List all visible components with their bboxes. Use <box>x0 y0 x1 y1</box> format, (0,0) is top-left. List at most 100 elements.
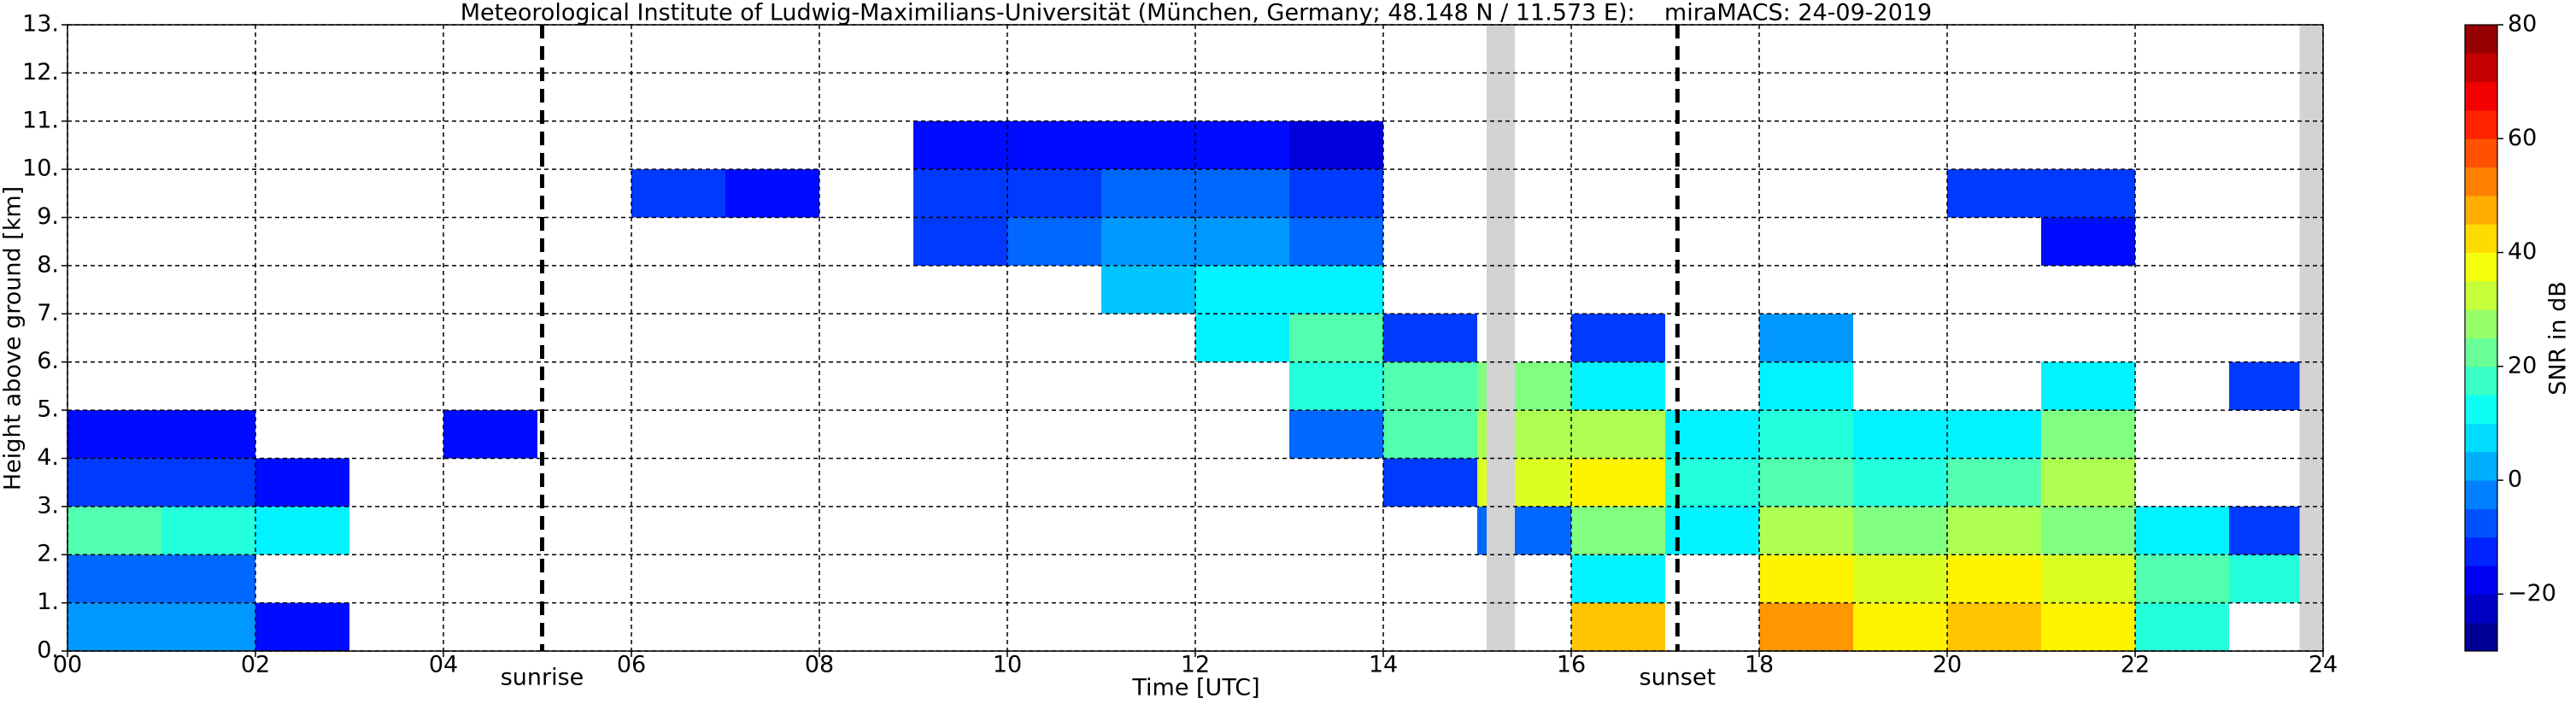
heatmap-cell <box>913 217 1007 266</box>
heatmap-cell <box>1759 506 1853 555</box>
heatmap-cell <box>1665 410 1759 459</box>
heatmap-cell <box>631 169 725 218</box>
y-tick-label: 1. <box>37 589 59 615</box>
heatmap-cell <box>255 458 349 507</box>
x-tick-label: 14 <box>1369 652 1398 678</box>
heatmap-cell <box>1289 314 1383 362</box>
heatmap-cell <box>255 506 349 555</box>
x-tick-label: 16 <box>1557 652 1586 678</box>
x-tick-label: 18 <box>1745 652 1774 678</box>
heatmap-cell <box>1289 120 1383 170</box>
heatmap-cell <box>2135 602 2229 651</box>
heatmap-cell <box>1289 265 1383 314</box>
heatmap-cell <box>913 169 1007 218</box>
heatmap-cell <box>1383 361 1477 411</box>
heatmap-cell <box>1853 602 1947 651</box>
colorbar-step <box>2465 252 2497 282</box>
x-tick-label: 12 <box>1181 652 1210 678</box>
heatmap-cell <box>1383 410 1477 459</box>
heatmap-cell <box>1007 120 1101 170</box>
no-data-span <box>2299 25 2323 651</box>
colorbar-tick-label: 80 <box>2508 11 2537 38</box>
colorbar-step <box>2465 566 2497 595</box>
heatmap-cell <box>1289 169 1383 218</box>
heatmap-cell <box>2135 506 2229 555</box>
heatmap-cell <box>1571 314 1665 362</box>
colorbar-step <box>2465 395 2497 424</box>
colorbar-step <box>2465 423 2497 453</box>
heatmap-cell <box>1759 602 1853 651</box>
heatmap-cell <box>2041 217 2135 266</box>
colorbar-tick-label: −20 <box>2508 580 2556 607</box>
x-tick-label: 22 <box>2121 652 2150 678</box>
heatmap-cell <box>1759 410 1853 459</box>
heatmap-cell <box>1383 314 1477 362</box>
colorbar-step <box>2465 81 2497 111</box>
heatmap-cell <box>2041 506 2135 555</box>
heatmap-cell <box>1759 554 1853 603</box>
colorbar-step <box>2465 224 2497 254</box>
heatmap-cell <box>2041 410 2135 459</box>
y-tick-label: 5. <box>37 396 59 423</box>
heatmap-cell <box>2041 554 2135 603</box>
heatmap-cell <box>1665 506 1759 555</box>
y-tick-label: 13. <box>22 11 59 38</box>
heatmap-cell <box>1759 314 1853 362</box>
chart-title: Meteorological Institute of Ludwig-Maxim… <box>461 0 1933 26</box>
heatmap-cell <box>1195 169 1289 218</box>
colorbar-tick-label: 0 <box>2508 466 2522 493</box>
colorbar-step <box>2465 537 2497 566</box>
heatmap-cell <box>2135 554 2229 603</box>
annotation-label: sunrise <box>501 665 584 691</box>
colorbar-step <box>2465 280 2497 310</box>
heatmap-cell <box>1571 602 1665 651</box>
heatmap-cell <box>913 120 1007 170</box>
y-tick-label: 6. <box>37 348 59 374</box>
no-data-span <box>1487 25 1515 651</box>
heatmap-cell <box>1571 361 1665 411</box>
heatmap-cell <box>67 410 161 459</box>
heatmap-cell <box>1571 554 1665 603</box>
heatmap-cell <box>1195 120 1289 170</box>
colorbar-tick-label: 60 <box>2508 125 2537 151</box>
heatmap-cell <box>1195 314 1289 362</box>
heatmap-cell <box>161 506 255 555</box>
heatmap-cell <box>67 506 161 555</box>
heatmap-cell <box>1947 602 2041 651</box>
heatmap-cell <box>1759 361 1853 411</box>
heatmap-cell <box>161 458 255 507</box>
heatmap-cell <box>1571 410 1665 459</box>
x-tick-label: 10 <box>993 652 1022 678</box>
y-tick-label: 0. <box>37 637 59 664</box>
colorbar-step <box>2465 622 2497 652</box>
x-tick-label: 06 <box>617 652 646 678</box>
heatmap-cell <box>1007 169 1101 218</box>
heatmap-cell <box>1947 506 2041 555</box>
heatmap-cell <box>1007 217 1101 266</box>
heatmap-cell <box>1289 217 1383 266</box>
colorbar-step <box>2465 53 2497 83</box>
heatmap-cell <box>161 554 255 603</box>
heatmap-cell <box>1195 265 1289 314</box>
heatmap-cell <box>1101 120 1195 170</box>
y-tick-label: 10. <box>22 155 59 182</box>
colorbar-step <box>2465 337 2497 367</box>
heatmap-cell <box>161 410 255 459</box>
heatmap-cell <box>67 554 161 603</box>
heatmap-cell <box>1101 265 1195 314</box>
colorbar-step <box>2465 195 2497 225</box>
y-axis-label: Height above ground [km] <box>0 186 26 490</box>
y-tick-label: 4. <box>37 444 59 471</box>
colorbar-frame <box>2464 24 2498 652</box>
heatmap-cell <box>2041 602 2135 651</box>
heatmap-cell <box>1947 169 2041 218</box>
heatmap-cell <box>255 602 349 651</box>
heatmap-cell <box>67 602 161 651</box>
colorbar-tick-label: 40 <box>2508 238 2537 265</box>
heatmap-cell <box>1383 458 1477 507</box>
colorbar-step <box>2465 508 2497 538</box>
x-tick-label: 08 <box>805 652 834 678</box>
y-tick-label: 11. <box>22 107 59 133</box>
heatmap-cell <box>1853 458 1947 507</box>
heatmap-cell <box>1289 410 1383 459</box>
